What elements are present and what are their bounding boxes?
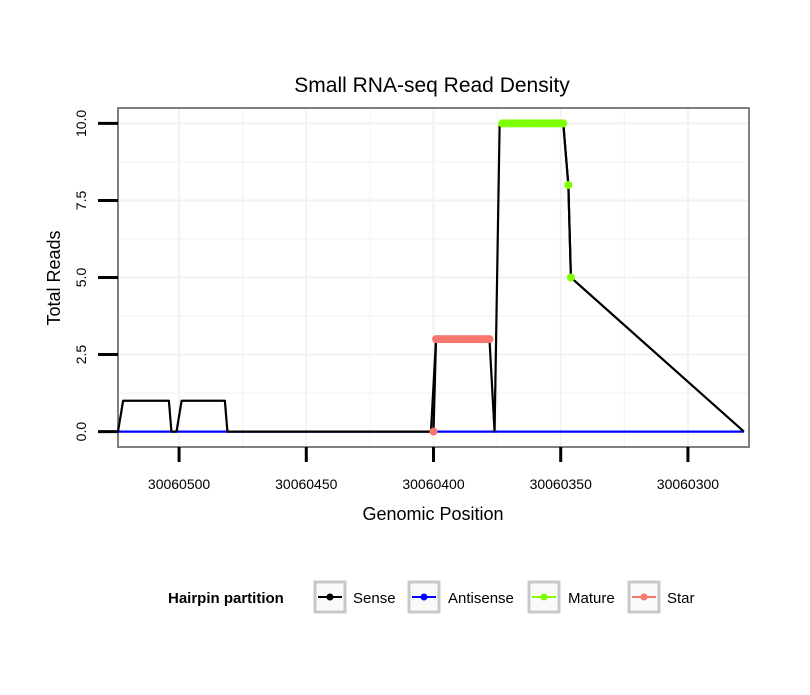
x-tick-label: 30060300 (657, 476, 720, 492)
legend-title: Hairpin partition (168, 590, 284, 607)
x-tick-label: 30060500 (148, 476, 211, 492)
series-layer (112, 119, 745, 436)
legend-label: Mature (568, 590, 615, 607)
data-point-mature (564, 181, 573, 190)
legend-item-sense: Sense (313, 580, 396, 614)
series-line-star (432, 338, 490, 432)
data-point-star (429, 427, 438, 436)
y-tick-label: 0.0 (73, 422, 89, 442)
legend-item-mature: Mature (527, 580, 615, 614)
x-tick-label: 30060400 (402, 476, 465, 492)
x-tick-label: 30060450 (275, 476, 338, 492)
legend-key-point (540, 593, 548, 601)
legend-item-antisense: Antisense (407, 580, 514, 614)
data-point-mature (566, 273, 575, 282)
data-point-star (485, 335, 494, 344)
y-tick-label: 10.0 (73, 110, 89, 137)
legend-item-star: Star (627, 580, 695, 614)
y-axis-label: Total Reads (44, 230, 64, 325)
legend-label: Star (667, 590, 695, 607)
grid-lines (118, 108, 749, 447)
data-point-mature (559, 119, 568, 128)
y-tick-label: 5.0 (73, 268, 89, 288)
axes: 30060500 30060450 30060400 30060350 30060300… (73, 110, 719, 492)
legend-label: Sense (353, 590, 396, 607)
y-tick-label: 2.5 (73, 345, 89, 365)
x-axis-label: Genomic Position (362, 504, 503, 524)
legend: Hairpin partition Sense Antisense Mature… (168, 580, 695, 614)
legend-key-point (420, 593, 428, 601)
chart-title: Small RNA-seq Read Density (294, 74, 570, 97)
legend-key-point (326, 593, 334, 601)
x-tick-label: 30060350 (530, 476, 593, 492)
y-tick-label: 7.5 (73, 191, 89, 211)
legend-key-point (640, 593, 648, 601)
legend-label: Antisense (448, 590, 514, 607)
